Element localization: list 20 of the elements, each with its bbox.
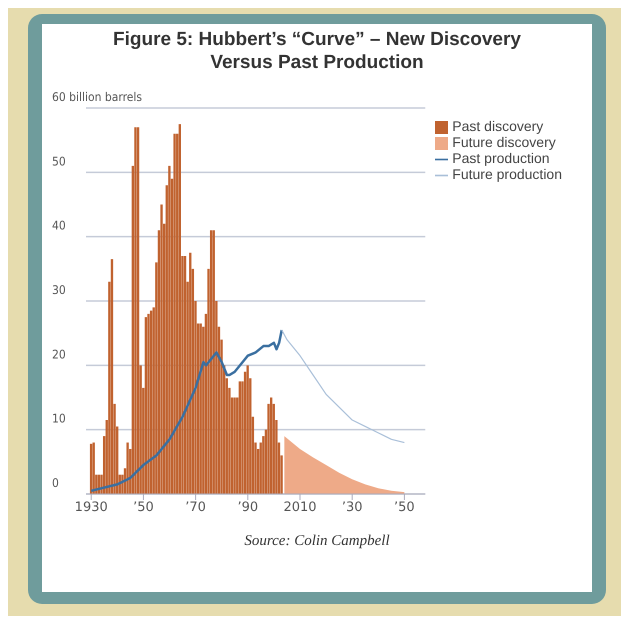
y-tick-label: 50 [52,154,66,168]
y-tick-label: 0 [52,476,59,490]
y-tick-label: 10 [52,412,66,426]
legend-label: Past discovery [452,118,544,134]
y-tick-label: 30 [52,283,66,297]
x-tick-label: ’50 [133,500,154,516]
chart-title: Figure 5: Hubbert’s “Curve” – New Discovery Versus Past Production [112,28,522,75]
x-tick-label: 2010 [283,500,317,516]
y-tick-label: 20 [52,347,66,362]
legend-label: Past production [452,150,550,166]
x-tick-label: ’70 [185,500,206,516]
y-tick-label: 40 [52,218,66,233]
x-tick-label: 1930 [74,500,108,516]
source-note: Source: Colin Campbell [243,533,391,550]
y-tick-label: 60 billion barrels [52,90,142,104]
legend-label: Future discovery [452,134,556,150]
x-tick-label: ’50 [394,500,415,516]
x-tick-label: ’90 [237,500,258,516]
legend-label: Future production [452,166,562,182]
x-tick-label: ’30 [342,500,363,516]
